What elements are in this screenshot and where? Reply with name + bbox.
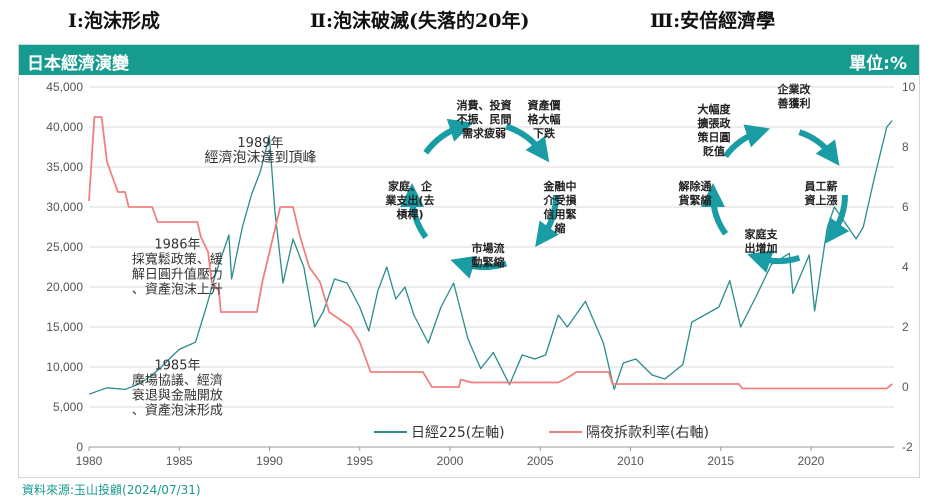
y-left-tick-label: 40,000 — [46, 120, 83, 134]
cycle-1-label: 下跌 — [533, 126, 556, 140]
x-tick-label: 1995 — [346, 454, 373, 468]
cycle-arrow — [723, 124, 771, 159]
cycle-arrow — [505, 123, 550, 163]
y-right-tick-label: -2 — [902, 440, 913, 454]
cycle-arrow — [450, 255, 508, 279]
cycle-1-label: 動緊縮 — [472, 255, 505, 269]
cycle-1-label: 不振、民間 — [457, 112, 512, 126]
source-note: 資料來源:玉山投顧(2024/07/31) — [22, 483, 201, 497]
y-right-tick-label: 4 — [902, 260, 909, 274]
y-right-tick-label: 6 — [902, 200, 909, 214]
cycle-2-label: 大幅度 — [698, 102, 732, 116]
cycle-2-label: 善獲利 — [778, 96, 811, 110]
cycle-1-label: 家庭、企 — [388, 179, 433, 193]
cycle-arrow — [400, 183, 429, 240]
x-tick-label: 1980 — [76, 454, 103, 468]
cycle-arrow — [701, 183, 729, 236]
y-left-tick-label: 30,000 — [46, 200, 83, 214]
phase-2-title: Ⅱ:泡沫破滅(失落的20年) — [310, 10, 530, 32]
cycle-1-label: 需求疲弱 — [462, 126, 506, 140]
y-right-tick-label: 8 — [902, 140, 909, 154]
cycle-2-label: 資上漲 — [805, 193, 839, 207]
x-tick-label: 2005 — [527, 454, 554, 468]
cycle-2-label: 出增加 — [745, 241, 778, 255]
chart-title: 日本經濟演變 — [27, 54, 129, 74]
cycle-2-label: 擴張政 — [698, 116, 732, 130]
y-left-tick-label: 25,000 — [46, 240, 83, 254]
cycle-1-label: 消費、投資 — [457, 98, 512, 112]
cycle-arrow — [747, 250, 801, 273]
legend-label-rate: 隔夜拆款利率(右軸) — [586, 424, 709, 441]
y-right-tick-label: 0 — [902, 380, 909, 394]
annotation-text: 、資產泡沫形成 — [132, 402, 223, 418]
cycle-2-label: 貶值 — [703, 144, 725, 158]
cycle-1-label: 業支出(去 — [384, 193, 434, 207]
y-left-tick-label: 20,000 — [46, 280, 83, 294]
y-left-tick-label: 0 — [76, 440, 83, 454]
cycle-2-label: 企業改 — [777, 82, 812, 96]
x-tick-label: 2020 — [798, 454, 825, 468]
cycle-2-label: 員工薪 — [804, 179, 838, 193]
chart-header: 日本經濟演變 單位:% — [19, 45, 919, 75]
cycle-arrow — [798, 129, 840, 166]
cycle-1-label: 槓桿) — [396, 207, 423, 221]
cycle-arrow — [423, 118, 474, 155]
cycle-1-label: 縮 — [555, 221, 566, 235]
cycle-2-label: 策日圓 — [697, 130, 731, 144]
x-tick-label: 1985 — [166, 454, 193, 468]
cycle-2-label: 家庭支 — [745, 227, 779, 241]
x-tick-label: 2015 — [707, 454, 734, 468]
annotation-text: 廣場協議、經濟 — [132, 372, 223, 388]
x-tick-label: 2000 — [437, 454, 464, 468]
y-left-tick-label: 5,000 — [53, 400, 83, 414]
rate-line — [88, 116, 893, 390]
x-tick-label: 2010 — [617, 454, 644, 468]
annotation-text: 衰退與金融開放 — [132, 387, 223, 403]
phase-3-title: Ⅲ:安倍經濟學 — [650, 10, 776, 32]
cycle-1-label: 市場流 — [472, 241, 505, 255]
cycle-1-label: 信用緊 — [544, 207, 577, 221]
y-left-tick-label: 35,000 — [46, 160, 83, 174]
y-left-tick-label: 15,000 — [46, 320, 83, 334]
legend-label-nikkei: 日經225(左軸) — [411, 425, 505, 441]
cycle-1-label: 資產價 — [528, 98, 562, 112]
y-left-tick-label: 45,000 — [46, 80, 83, 94]
x-tick-label: 1990 — [256, 454, 283, 468]
annotation-text: 經濟泡沫達到頂峰 — [204, 150, 316, 166]
annotation-text: 解日圓升值壓力 — [132, 267, 223, 283]
cycle-2-label: 貨緊縮 — [679, 193, 712, 207]
y-left-tick-label: 10,000 — [46, 360, 83, 374]
annotation-text: 1985年 — [154, 358, 200, 373]
cycle-2-label: 解除通 — [679, 179, 712, 193]
chart-panel: 日本經濟演變 單位:% 45,000 40,000 35,000 30,000 25,0… — [18, 44, 920, 478]
cycle-1-label: 介受損 — [543, 193, 578, 207]
y-right-tick-label: 10 — [902, 80, 916, 94]
chart-svg: 45,00040,00035,00030,00025,00020,00015,0… — [46, 80, 916, 468]
annotation-text: 1989年 — [237, 136, 283, 151]
cycle-1-label: 格大幅 — [528, 112, 561, 126]
phase-titles: Ⅰ:泡沫形成 Ⅱ:泡沫破滅(失落的20年) Ⅲ:安倍經濟學 — [0, 6, 936, 36]
annotation-text: 、資產泡沫上升 — [132, 282, 223, 298]
phase-1-title: Ⅰ:泡沫形成 — [68, 10, 160, 32]
cycle-arrow — [825, 194, 850, 244]
cycle-1-label: 金融中 — [543, 179, 577, 193]
annotation-text: 採寬鬆政策、緩 — [132, 252, 223, 268]
y-right-tick-label: 2 — [902, 320, 909, 334]
unit-label: 單位:% — [849, 54, 907, 74]
cycle-arrow — [535, 194, 559, 248]
annotation-text: 1986年 — [154, 238, 200, 253]
